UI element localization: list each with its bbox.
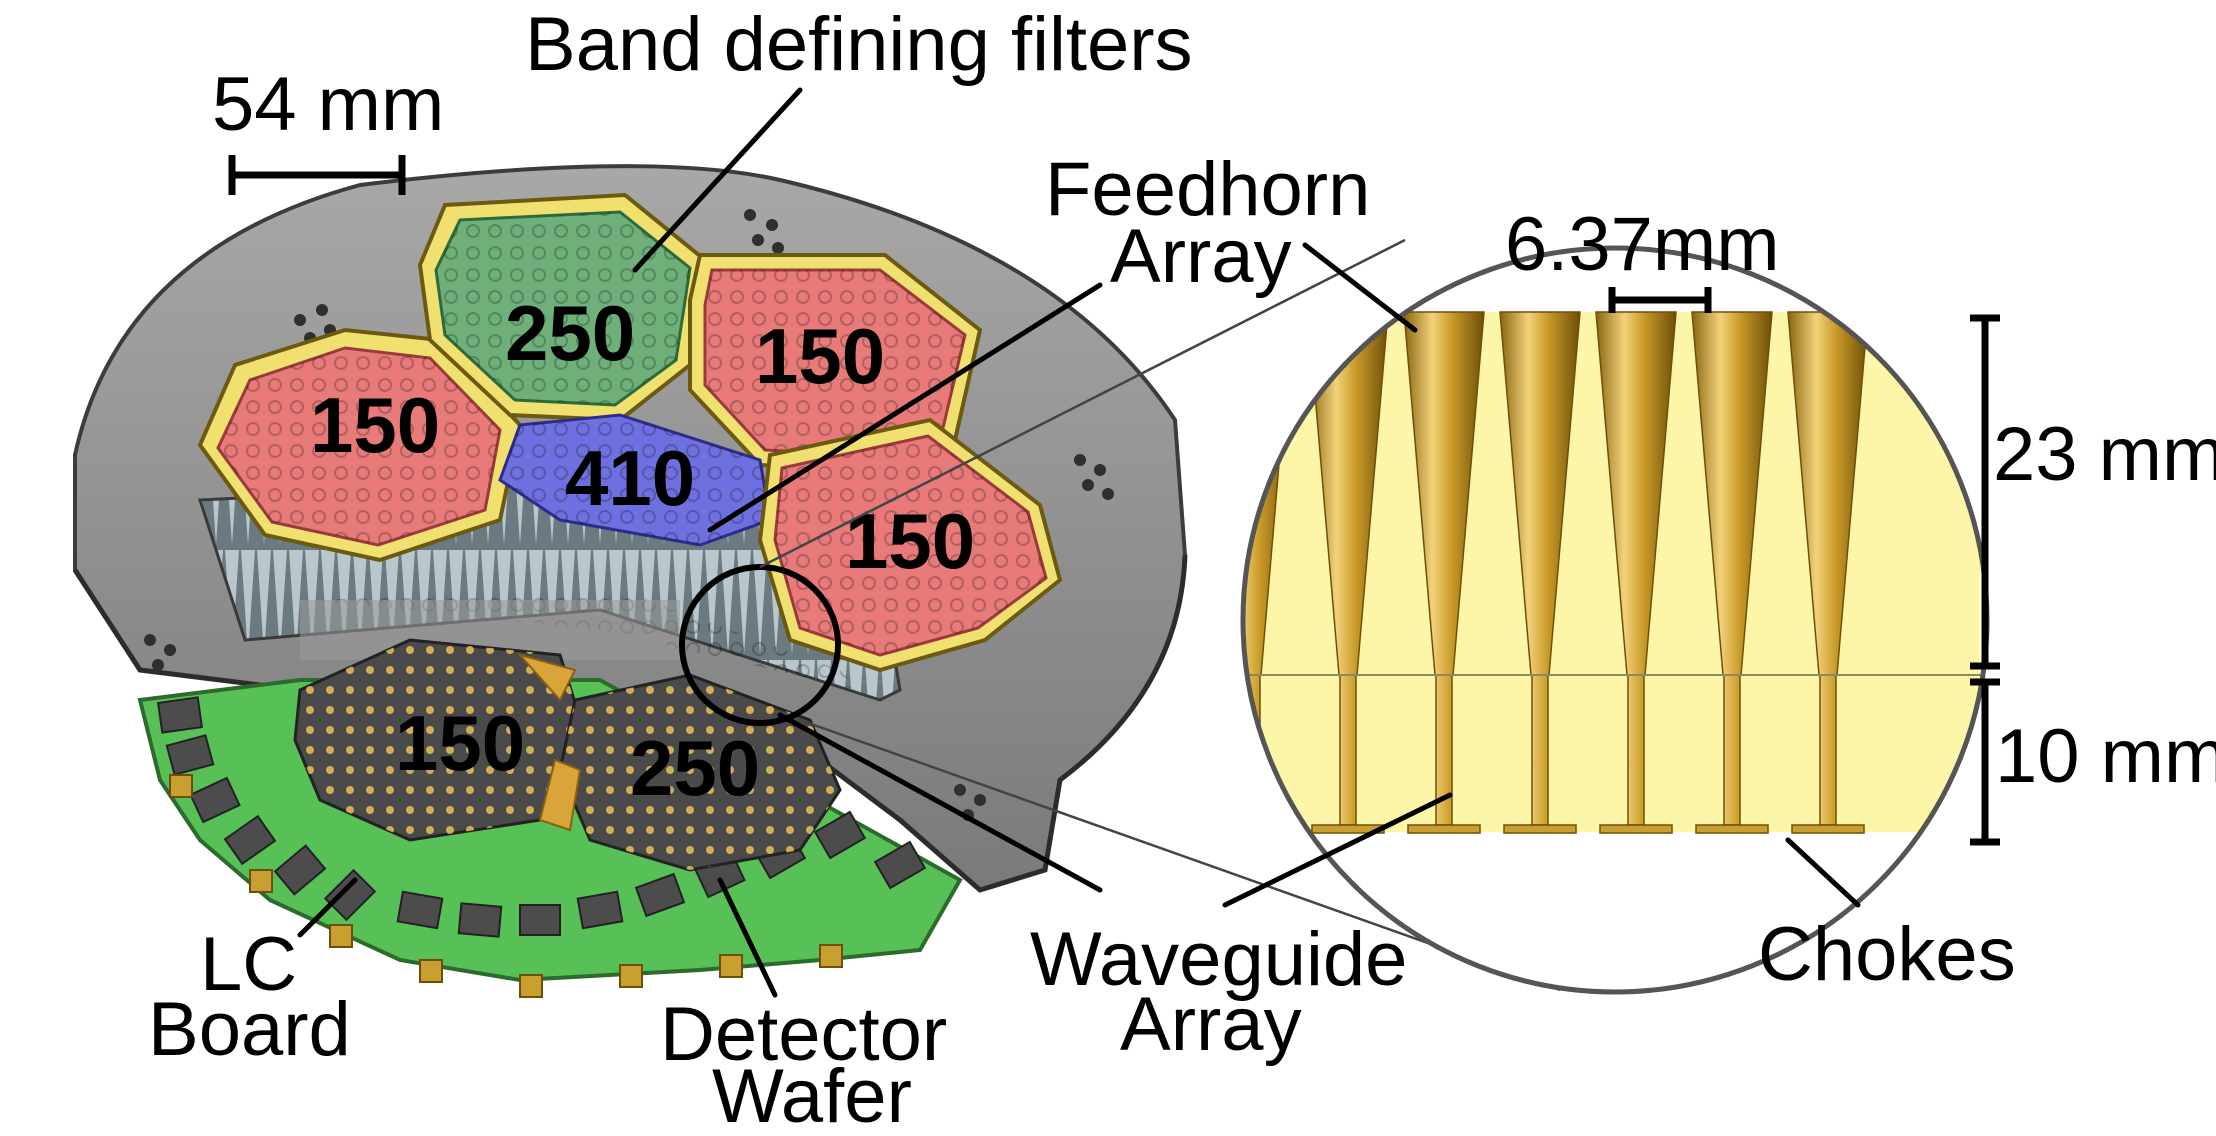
- filter-band-label-0: 150: [310, 381, 440, 469]
- choke: [1243, 824, 1289, 834]
- band-filters-label: Band defining filters: [525, 2, 1193, 87]
- leader-waveguide-array: [777, 712, 1103, 893]
- filter-band-label-2: 150: [755, 312, 885, 400]
- chokes-label: Chokes: [1758, 912, 2016, 997]
- detector-label-line2: Wafer: [712, 1054, 912, 1136]
- housing-lower-edge: [72, 554, 1188, 893]
- choke: [1599, 824, 1673, 834]
- filter-band-label-1: 250: [505, 289, 635, 377]
- scale-bar: [228, 155, 406, 195]
- horn-length-dimension: [1970, 314, 2000, 670]
- leader-band-filters: [632, 87, 803, 273]
- mounting-screws: [144, 209, 1114, 821]
- band-filters: [197, 192, 1063, 673]
- wafer-gold-tabs: [517, 653, 582, 832]
- waveguide-length-label: 10 mm: [1995, 714, 2216, 799]
- leader-chokes: [1785, 837, 1861, 908]
- horn-length-label: 23 mm: [1993, 412, 2216, 497]
- filter-band-label-3: 410: [565, 434, 695, 522]
- lc-label-line2: Board: [148, 987, 351, 1072]
- choke: [1120, 825, 1192, 833]
- pitch-dimension: [1608, 287, 1712, 313]
- choke: [1695, 824, 1769, 834]
- lc-label-line1: LC: [200, 922, 297, 1007]
- leader-waveguide-inset: [1222, 792, 1453, 908]
- lc-board-chips: [156, 696, 927, 938]
- leader-lc-board: [297, 877, 358, 938]
- leader-feedhorn-inset: [1302, 242, 1418, 333]
- zoom-line-top: [759, 238, 1406, 569]
- detector-label-line1: Detector: [660, 992, 947, 1077]
- lc-board-connectors: [169, 774, 843, 998]
- wafer-band-label-0: 150: [395, 699, 525, 787]
- wafer-band-label-1: 250: [630, 724, 760, 812]
- feedhorn-label-line2: Array: [1110, 214, 1292, 299]
- waveguide-label-line1: Waveguide: [1030, 917, 1407, 1002]
- leader-feedhorn-array: [707, 282, 1103, 533]
- filter-band-label-4: 150: [845, 497, 975, 585]
- pitch-label: 6.37mm: [1505, 202, 1780, 287]
- choke: [1791, 824, 1865, 834]
- focal-plane-module: 150 250 150 410 150 150 250: [72, 164, 1188, 998]
- waveguide-label-line2: Array: [1120, 982, 1302, 1067]
- leader-detector-wafer: [717, 877, 778, 998]
- scale-bar-label: 54 mm: [212, 62, 444, 147]
- choke: [1407, 824, 1481, 834]
- feedhorn-label-line1: Feedhorn: [1045, 147, 1370, 232]
- waveguide-length-dimension: [1970, 678, 2000, 846]
- feedhorn-inset: [1120, 245, 1990, 995]
- choke: [1503, 824, 1577, 834]
